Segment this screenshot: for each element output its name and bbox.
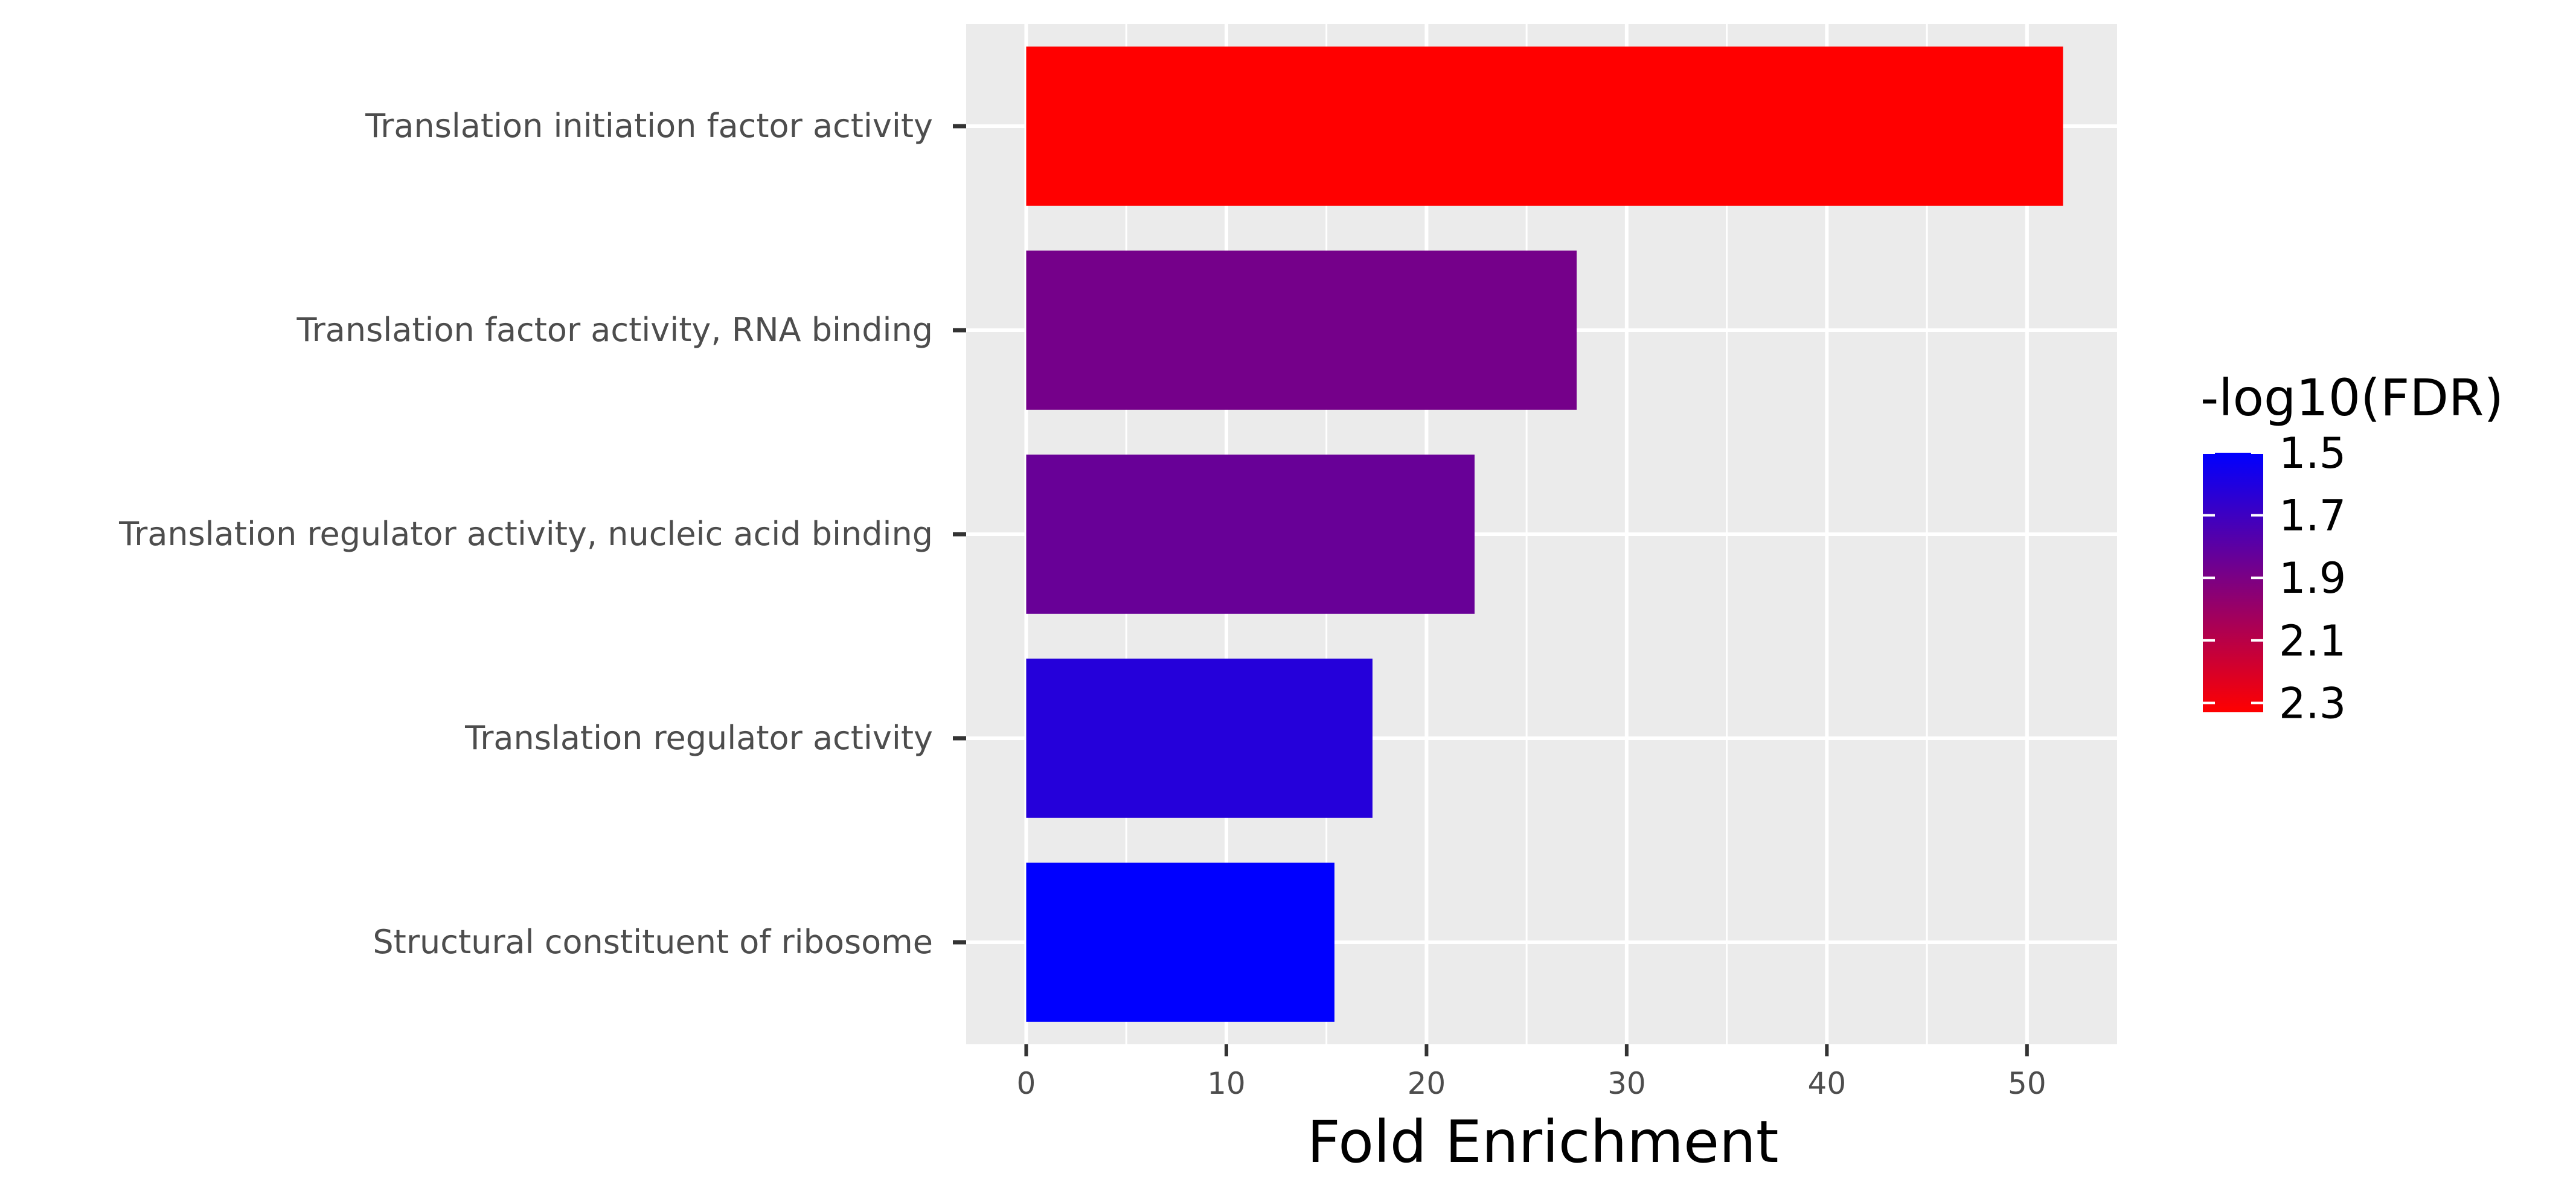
legend-title: -log10(FDR)	[2200, 368, 2504, 427]
legend-label: 2.1	[2279, 616, 2346, 666]
bar	[1026, 659, 1373, 818]
legend-colorbar	[2203, 453, 2263, 712]
x-tick-label: 10	[1207, 1066, 1246, 1101]
legend-label: 1.5	[2279, 429, 2346, 478]
x-tick-label: 20	[1408, 1066, 1446, 1101]
bar	[1026, 46, 2063, 206]
legend: -log10(FDR) 1.5 1.7 1.9 2.1 2.3	[2200, 368, 2504, 728]
x-tick-label: 0	[1017, 1066, 1036, 1101]
bar	[1026, 863, 1334, 1022]
y-tick-label: Translation factor activity, RNA binding	[296, 311, 933, 349]
y-tick-label: Translation regulator activity	[464, 719, 933, 757]
bar	[1026, 251, 1577, 410]
y-tick-label: Structural constituent of ribosome	[373, 923, 933, 961]
legend-label: 1.9	[2279, 554, 2346, 603]
x-tick-label: 40	[1808, 1066, 1847, 1101]
x-tick-label: 50	[2008, 1066, 2046, 1101]
legend-label: 1.7	[2279, 491, 2346, 541]
y-tick-label: Translation regulator activity, nucleic …	[118, 515, 933, 553]
x-axis-title: Fold Enrichment	[1307, 1108, 1779, 1176]
y-axis: Translation initiation factor activity Tr…	[118, 107, 966, 961]
legend-ticks: 1.5 1.7 1.9 2.1 2.3	[2203, 429, 2346, 728]
y-tick-label: Translation initiation factor activity	[365, 107, 933, 145]
x-axis: 0 10 20 30 40 50	[1017, 1044, 2046, 1101]
bar	[1026, 455, 1475, 614]
legend-label: 2.3	[2279, 678, 2346, 728]
bars	[1026, 46, 2063, 1022]
x-tick-label: 30	[1607, 1066, 1646, 1101]
